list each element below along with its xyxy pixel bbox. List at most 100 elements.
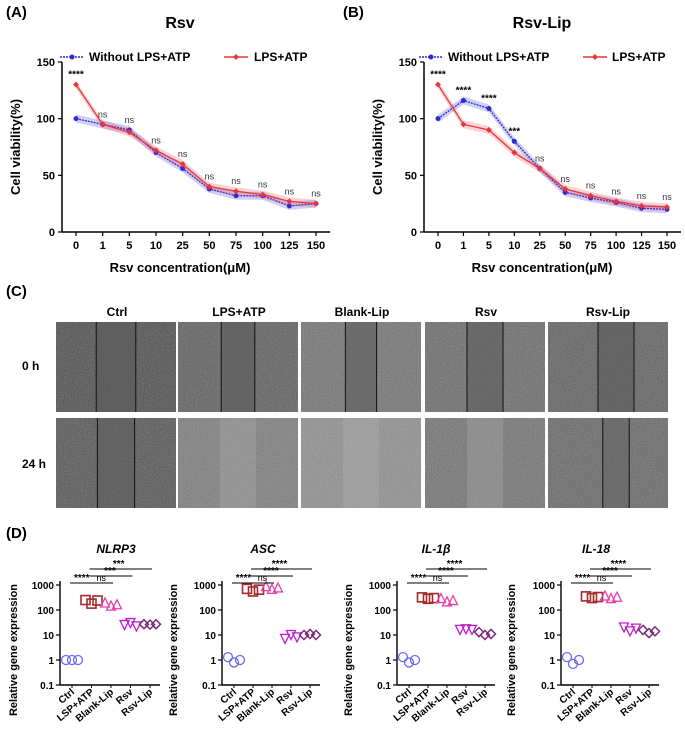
data-point (447, 594, 459, 606)
data-point (291, 632, 303, 644)
y-tick-label: 10 (544, 631, 556, 642)
data-point (599, 589, 611, 601)
data-point (73, 116, 79, 122)
significance-label: **** (481, 93, 497, 104)
x-tick-label: 75 (585, 240, 597, 252)
image-texture (425, 418, 545, 508)
data-point (441, 595, 453, 607)
x-tick-label: 75 (230, 240, 242, 252)
significance-label: **** (74, 573, 90, 584)
significance-label: **** (430, 70, 446, 81)
x-tick-label: 5 (486, 240, 492, 252)
panel-label-b: (B) (343, 4, 364, 21)
data-point (72, 654, 84, 666)
x-tick-label: 150 (658, 240, 676, 252)
panel-label-d: (D) (6, 525, 27, 542)
data-point (638, 202, 645, 209)
data-point (511, 149, 518, 156)
data-point (260, 580, 272, 592)
scatter-il18: IL-18 Relative gene expression 0.1 1 10 100… (506, 542, 661, 725)
data-point (416, 592, 428, 603)
y-axis-title: Relative gene expression (8, 584, 20, 716)
data-point (247, 586, 259, 597)
legend-label: LPS+ATP (254, 50, 307, 64)
x-tick-label: 100 (607, 240, 625, 252)
data-point (144, 619, 156, 631)
legend-label: Without LPS+ATP (89, 50, 190, 64)
data-point (99, 121, 106, 128)
data-point (580, 591, 592, 602)
data-point (485, 127, 492, 133)
scratch-image (425, 418, 545, 508)
significance-label: ns (560, 174, 570, 184)
significance-label: ns (597, 573, 607, 583)
data-point (562, 189, 568, 195)
image-texture (301, 418, 421, 508)
data-point (266, 582, 278, 595)
series-line (75, 118, 317, 207)
scatter-nlrp3: NLRP3 Relative gene expression 0.1 1 10 100… (8, 542, 162, 725)
significance-label: ns (151, 135, 161, 145)
x-tick-label: 1 (460, 240, 466, 252)
y-axis-title: Relative gene expression (506, 584, 518, 716)
data-point (99, 596, 111, 608)
data-point (180, 166, 186, 172)
significance-label: **** (263, 566, 279, 577)
x-tick-label: 125 (632, 240, 650, 252)
data-point (403, 657, 415, 668)
data-point (105, 599, 117, 611)
data-point (111, 598, 123, 610)
data-point (649, 625, 661, 637)
y-tick-label: 1 (385, 656, 391, 667)
legend-label: Without LPS+ATP (448, 50, 549, 64)
scratch-image (301, 418, 421, 508)
x-tick-label: 150 (307, 240, 325, 252)
image-texture (178, 418, 298, 508)
error-band (76, 114, 316, 210)
data-point (179, 161, 186, 167)
scratch-gap (345, 322, 377, 412)
significance-label: ns (98, 109, 108, 119)
significance-label: **** (272, 559, 288, 570)
x-tick-label: 5 (126, 240, 132, 252)
chart-title: Rsv (165, 15, 194, 32)
y-tick-label: 100 (199, 606, 216, 617)
x-axis-title: Rsv concentration(μM) (472, 260, 613, 275)
significance-label: ns (231, 176, 241, 186)
data-point (92, 595, 103, 606)
y-tick-label: 1000 (369, 581, 392, 592)
y-tick-label: 0.1 (40, 681, 54, 692)
x-tick-label: 0 (73, 240, 79, 252)
legend: Without LPS+ATP LPS+ATP (60, 50, 307, 64)
x-tick-label: 50 (559, 240, 571, 252)
data-point (435, 116, 441, 122)
data-point (435, 592, 447, 604)
data-point (486, 105, 492, 111)
image-texture (548, 418, 668, 508)
x-tick-label: 10 (150, 240, 162, 252)
data-point (286, 203, 292, 209)
series-line (75, 84, 317, 205)
x-axis-title: Rsv concentration(μM) (110, 260, 251, 275)
y-tick-label: 1000 (194, 581, 217, 592)
significance-label: ns (535, 154, 545, 164)
panel-label-c: (C) (6, 283, 27, 300)
x-tick-label: 25 (534, 240, 546, 252)
scratch-image (178, 418, 298, 508)
y-tick-label: 0.1 (377, 681, 391, 692)
data-point (86, 598, 97, 609)
y-tick-label: 100 (399, 114, 417, 126)
x-tick-label: 50 (203, 240, 215, 252)
significance-label: ns (586, 181, 596, 191)
significance-label: ns (96, 573, 106, 583)
legend-marker-red (592, 54, 598, 60)
x-tick-label: 125 (280, 240, 298, 252)
scratch-assay-grid: Ctrl LPS+ATP Blank-Lip Rsv Rsv-Lip 0 h 2… (22, 305, 668, 508)
data-point (130, 621, 143, 633)
y-tick-label: 100 (538, 606, 555, 617)
data-point (228, 657, 240, 668)
significance-label: *** (113, 559, 125, 570)
significance-label: ns (285, 186, 295, 196)
significance-label: **** (575, 573, 591, 584)
y-axis-title: Cell viability(%) (8, 99, 23, 195)
